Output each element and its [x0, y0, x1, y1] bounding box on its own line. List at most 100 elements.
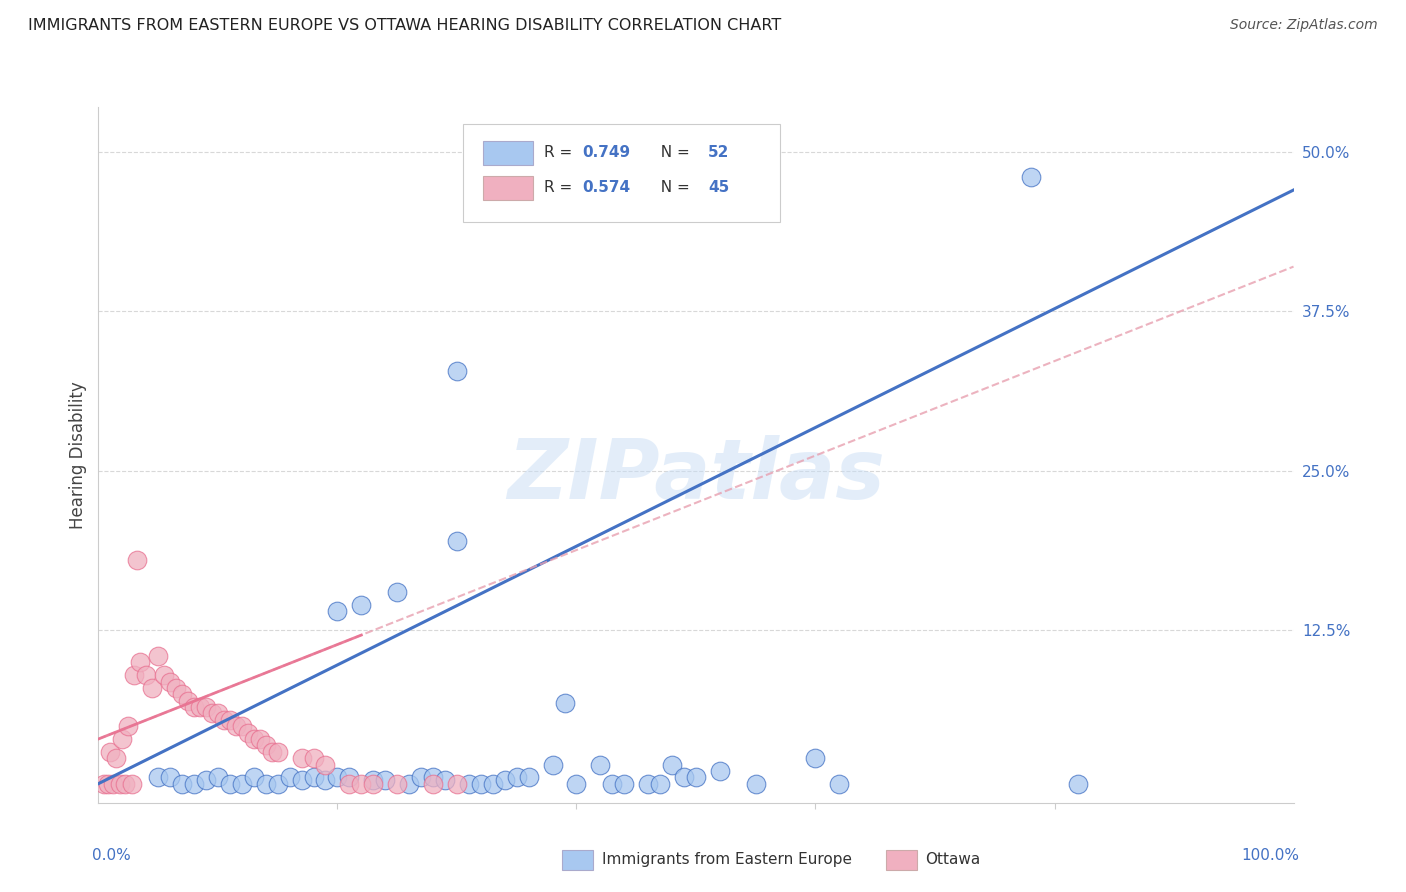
Point — [385, 777, 409, 791]
Text: N =: N = — [651, 145, 695, 161]
Point — [350, 598, 373, 612]
Point — [177, 694, 200, 708]
Point — [148, 648, 170, 663]
Point — [554, 696, 576, 710]
Point — [125, 553, 148, 567]
Point — [541, 757, 564, 772]
Point — [804, 751, 827, 765]
Point — [411, 770, 433, 784]
Point — [183, 700, 205, 714]
Point — [363, 777, 385, 791]
Point — [243, 770, 266, 784]
Point — [183, 777, 205, 791]
Text: Ottawa: Ottawa — [925, 853, 980, 867]
Point — [350, 777, 373, 791]
Point — [326, 770, 349, 784]
Point — [506, 770, 529, 784]
Point — [111, 731, 134, 746]
Point — [685, 770, 707, 784]
Point — [93, 777, 115, 791]
Point — [422, 777, 444, 791]
Point — [363, 772, 385, 787]
Point — [267, 777, 290, 791]
Point — [97, 777, 120, 791]
Text: 0.0%: 0.0% — [93, 848, 131, 863]
Point — [613, 777, 636, 791]
Point — [236, 725, 259, 739]
Text: R =: R = — [544, 145, 578, 161]
Point — [225, 719, 247, 733]
Point — [458, 777, 481, 791]
Point — [422, 770, 444, 784]
Point — [637, 777, 659, 791]
Point — [148, 770, 170, 784]
Point — [278, 770, 301, 784]
Point — [165, 681, 187, 695]
Point — [219, 777, 242, 791]
Point — [219, 713, 242, 727]
Point — [254, 777, 277, 791]
Point — [124, 668, 146, 682]
FancyBboxPatch shape — [463, 124, 780, 222]
Point — [1019, 170, 1042, 185]
Point — [315, 757, 337, 772]
Point — [709, 764, 731, 778]
Text: Source: ZipAtlas.com: Source: ZipAtlas.com — [1230, 18, 1378, 32]
Point — [114, 777, 136, 791]
Point — [602, 777, 624, 791]
Point — [385, 585, 409, 599]
Point — [673, 770, 696, 784]
Point — [212, 713, 235, 727]
Point — [172, 777, 194, 791]
Text: 0.574: 0.574 — [582, 180, 630, 195]
Point — [172, 687, 194, 701]
Point — [201, 706, 224, 721]
Point — [661, 757, 683, 772]
Text: 100.0%: 100.0% — [1241, 848, 1299, 863]
Point — [188, 700, 211, 714]
Point — [141, 681, 163, 695]
Point — [243, 731, 266, 746]
Point — [135, 668, 157, 682]
Point — [159, 674, 181, 689]
Point — [267, 745, 290, 759]
Point — [433, 772, 456, 787]
Text: 45: 45 — [709, 180, 730, 195]
Point — [494, 772, 516, 787]
Point — [398, 777, 420, 791]
Point — [207, 706, 229, 721]
Point — [446, 534, 468, 549]
Text: 52: 52 — [709, 145, 730, 161]
Point — [470, 777, 492, 791]
Text: 0.749: 0.749 — [582, 145, 630, 161]
Point — [565, 777, 588, 791]
Point — [105, 751, 128, 765]
Point — [231, 777, 253, 791]
Y-axis label: Hearing Disability: Hearing Disability — [69, 381, 87, 529]
Point — [291, 751, 314, 765]
Point — [745, 777, 768, 791]
FancyBboxPatch shape — [484, 141, 533, 165]
Point — [446, 364, 468, 378]
Point — [207, 770, 229, 784]
Point — [117, 719, 139, 733]
Point — [339, 770, 360, 784]
Point — [108, 777, 131, 791]
Point — [1067, 777, 1090, 791]
Point — [249, 731, 271, 746]
Text: N =: N = — [651, 180, 695, 195]
Point — [446, 777, 468, 791]
Point — [302, 770, 325, 784]
Point — [129, 656, 152, 670]
Point — [517, 770, 540, 784]
Point — [481, 777, 505, 791]
Point — [153, 668, 176, 682]
Point — [121, 777, 143, 791]
Point — [315, 772, 337, 787]
Text: ZIPatlas: ZIPatlas — [508, 435, 884, 516]
Text: R =: R = — [544, 180, 578, 195]
Point — [194, 700, 218, 714]
Point — [194, 772, 218, 787]
Point — [291, 772, 314, 787]
Point — [231, 719, 253, 733]
